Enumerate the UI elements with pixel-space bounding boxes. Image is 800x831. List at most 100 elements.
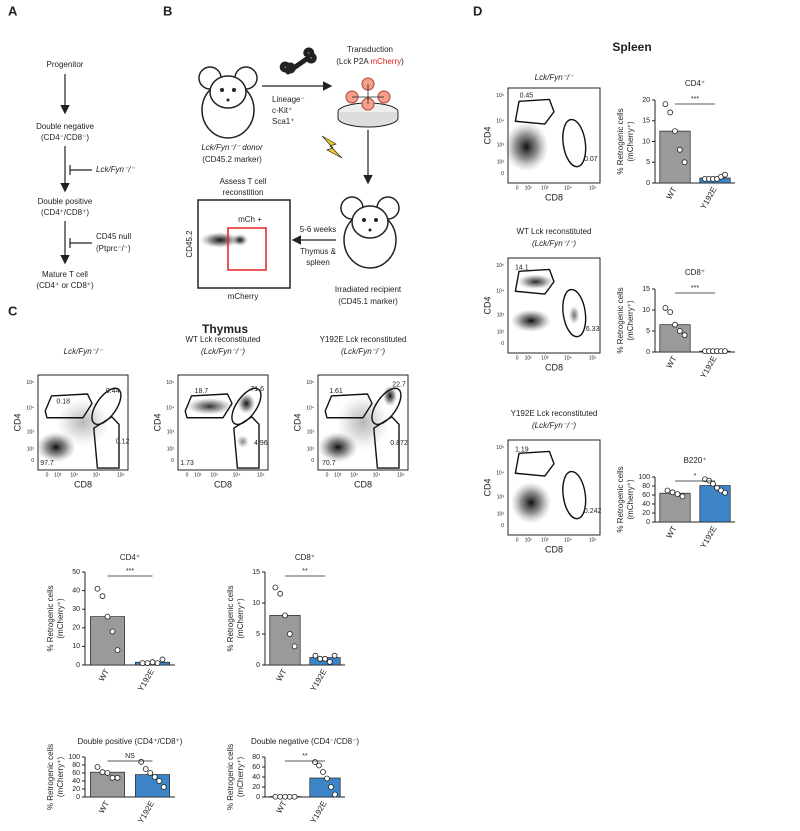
- y-tick-label: 60: [72, 770, 80, 777]
- significance: **: [302, 568, 308, 575]
- significance: NS: [125, 753, 135, 760]
- y-tick-label: 20: [642, 510, 650, 517]
- flow-tick: 10⁴: [496, 471, 504, 477]
- chart-title: B220⁺: [684, 456, 707, 465]
- y-tick-label: 15: [642, 286, 650, 293]
- gate: [233, 416, 260, 469]
- flow-density: [336, 394, 390, 451]
- flow-tick: 10⁵: [496, 445, 504, 451]
- data-point: [286, 793, 293, 800]
- flow-tick: 10⁴: [93, 472, 101, 478]
- y-tick-label: 0: [256, 794, 260, 801]
- y-tick-label: 5: [646, 159, 650, 166]
- flow-tick: 10⁴: [564, 185, 572, 191]
- flow-tick: 0: [516, 185, 519, 191]
- gate: [562, 118, 587, 168]
- marker-label: Lineage⁻: [272, 95, 305, 104]
- gate: [562, 288, 587, 338]
- y-tick-label: 0: [76, 794, 80, 801]
- flow-tick: 10⁵: [589, 355, 597, 361]
- flow-density: [510, 481, 552, 524]
- gate-value: 0.18: [56, 398, 70, 405]
- data-point: [326, 659, 333, 665]
- flow-tick: 10³: [541, 537, 549, 543]
- data-point: [332, 791, 338, 798]
- flow-tick: 10³: [541, 185, 549, 191]
- y-tick-label: 40: [72, 778, 80, 785]
- assess-label: Assess T cell: [220, 177, 267, 186]
- data-point: [674, 491, 681, 498]
- y-tick-label: 5: [646, 328, 650, 335]
- data-point: [672, 321, 678, 328]
- flow-density: [56, 398, 110, 447]
- y-tick-label: 80: [642, 483, 650, 490]
- significance: ***: [126, 568, 134, 575]
- data-point: [676, 328, 683, 334]
- flow-density: [504, 122, 549, 172]
- y-axis-label: % Retrogenic cells: [616, 466, 625, 532]
- x-tick-label: Y192E: [699, 355, 719, 380]
- data-point: [320, 769, 326, 775]
- data-point: [679, 493, 686, 500]
- data-point: [667, 109, 674, 116]
- flow-tick: 10³: [497, 494, 505, 500]
- y-tick-label: 10: [252, 600, 260, 607]
- data-point: [138, 758, 145, 765]
- x-tick-label: Y192E: [136, 668, 156, 693]
- axis-label: CD45.2: [185, 230, 194, 258]
- panel-label: C: [8, 303, 18, 318]
- bar: [659, 130, 691, 184]
- flow-tick: 0: [31, 458, 34, 464]
- data-point: [277, 793, 284, 800]
- data-point: [681, 159, 688, 166]
- data-point: [322, 655, 328, 662]
- axis-label: CD4: [482, 478, 492, 496]
- step-sub: (CD4⁺ or CD8⁺): [36, 281, 94, 290]
- axis-label: CD8: [545, 192, 563, 202]
- flow-title: Y192E Lck reconstituted: [320, 335, 407, 344]
- construct-red: mCherry: [370, 57, 401, 66]
- flow-tick: 10²: [194, 472, 202, 478]
- mouse-head: [351, 205, 389, 239]
- data-point: [160, 784, 167, 790]
- chart-title: Double negative (CD4⁻/CD8⁻): [251, 737, 359, 746]
- step-label: Double negative: [36, 122, 94, 131]
- flow-tick: 10³: [27, 429, 35, 435]
- y-axis-label: % Retrogenic cells: [226, 585, 235, 651]
- axis-label: CD8: [354, 479, 372, 489]
- donor-label: Lck/Fyn⁻/⁻ donor: [201, 143, 263, 152]
- significance: **: [302, 753, 308, 760]
- flow-tick: 10²: [525, 185, 533, 191]
- y-tick-label: 0: [646, 519, 650, 526]
- mouse-eye: [232, 88, 236, 92]
- data-point: [317, 655, 324, 662]
- flow-tick: 10²: [525, 355, 533, 361]
- data-point: [291, 643, 298, 650]
- flow-tick: 10⁴: [233, 472, 241, 478]
- flow-subtitle: (Lck/Fyn⁻/⁻): [532, 239, 576, 248]
- block-label: Lck/Fyn⁻/⁻: [96, 165, 135, 174]
- gate-value: 6.33: [586, 326, 600, 333]
- flow-density: [382, 385, 398, 407]
- organ-label: Thymus &: [300, 247, 337, 256]
- transduction-label: Transduction: [347, 45, 393, 54]
- flow-tick: 0: [501, 523, 504, 529]
- assess-label: reconstition: [223, 188, 264, 197]
- axis-label: CD8: [74, 479, 92, 489]
- gate: [231, 387, 262, 426]
- y-tick-label: 20: [252, 784, 260, 791]
- flow-tick: 10²: [525, 537, 533, 543]
- gate-value: 0.44: [106, 388, 120, 395]
- mini-blob: [200, 232, 240, 248]
- flow-tick: 10⁴: [496, 119, 504, 125]
- flow-tick: 10²: [497, 329, 505, 335]
- data-point: [722, 489, 728, 496]
- y-tick-label: 20: [72, 625, 80, 632]
- flow-tick: 0: [516, 355, 519, 361]
- gate-value: 18.7: [195, 388, 209, 395]
- flow-density: [236, 434, 250, 449]
- flow-tick: 0: [516, 537, 519, 543]
- data-point: [149, 659, 156, 666]
- data-point: [156, 778, 163, 784]
- gate-value: 22.7: [392, 381, 406, 388]
